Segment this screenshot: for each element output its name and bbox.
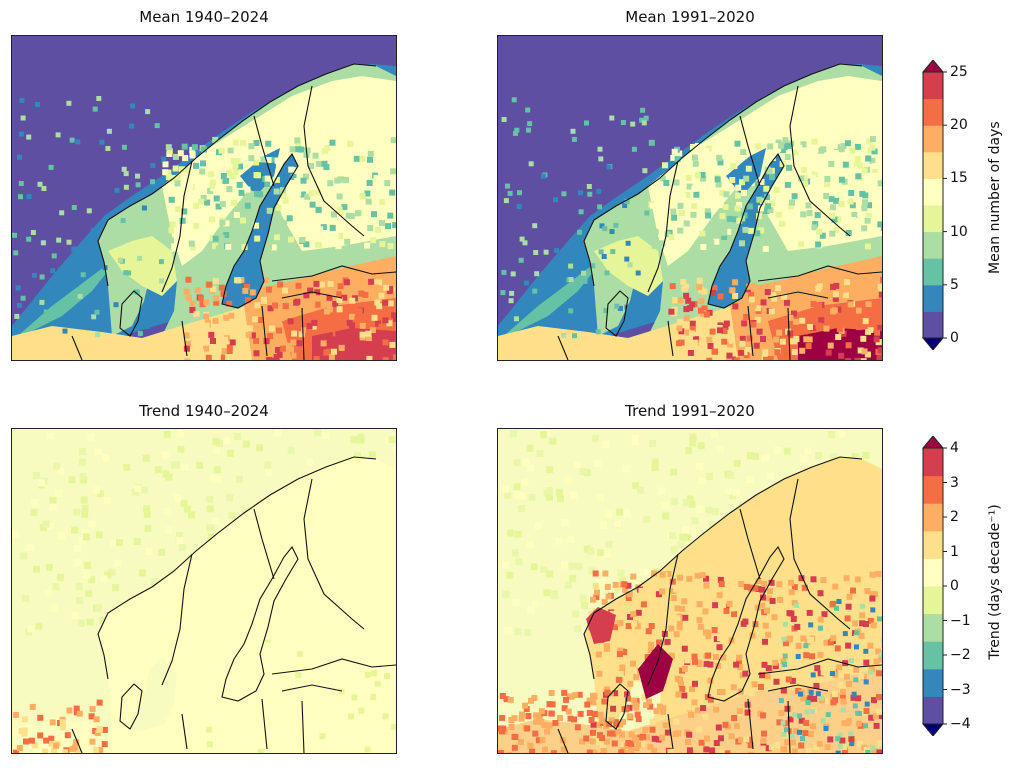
- colorbar-segment: [923, 503, 943, 532]
- colorbar-mean: [918, 59, 948, 351]
- colorbar-tick-label: 0: [950, 578, 959, 594]
- colorbar-trend-label: Trend (days decade⁻¹): [987, 504, 1003, 660]
- colorbar-segment: [923, 558, 943, 587]
- country-borders: [71, 63, 396, 360]
- panel-title-trend-1991-2020: Trend 1991–2020: [625, 402, 755, 420]
- colorbar-tick-label: 20: [950, 117, 968, 134]
- colorbar-segment: [923, 178, 943, 206]
- panel-title-trend-1940-2024: Trend 1940–2024: [139, 402, 269, 420]
- country-borders: [71, 456, 396, 753]
- trend-hotspot-sweden: [638, 644, 673, 699]
- colorbar-tick-label: −2: [950, 647, 971, 663]
- grid-cell-patches: [163, 635, 396, 753]
- colorbar-segment: [923, 125, 943, 153]
- colorbar-tick-label: 2: [950, 509, 959, 525]
- shelf-sea: [12, 246, 132, 341]
- grid-cell-patches: [12, 96, 166, 338]
- colorbar-tick-label: −1: [950, 612, 971, 629]
- gulf-of-bothnia: [726, 148, 766, 196]
- country-borders: [557, 456, 882, 753]
- grid-cell-patches: [183, 276, 396, 360]
- map-mean-1940-2024: [11, 35, 397, 361]
- panel-title-mean-1991-2020: Mean 1991–2020: [625, 8, 755, 26]
- colorbar-segment: [923, 641, 943, 670]
- land-scandinavia: [584, 457, 882, 753]
- grid-cell-patches: [500, 97, 651, 339]
- colorbar-segment: [923, 613, 943, 642]
- map-trend-1991-2020: [497, 428, 883, 754]
- panel-title-mean-1940-2024: Mean 1940–2024: [139, 8, 269, 26]
- colorbar-tick-label: 1: [950, 543, 959, 560]
- colorbar-tick-label: −3: [950, 681, 971, 698]
- colorbar-segment: [923, 205, 943, 233]
- country-borders: [557, 63, 882, 360]
- colorbar-tick-label: 0: [950, 330, 959, 346]
- colorbar-tick-label: 10: [950, 223, 968, 240]
- map-mean-1991-2020: [497, 35, 883, 361]
- grid-cell-patches: [648, 136, 882, 252]
- grid-cell-patches: [12, 699, 108, 753]
- colorbar-segment: [923, 231, 943, 259]
- colorbar-tick-label: 15: [950, 170, 968, 187]
- colorbar-segment: [923, 311, 943, 339]
- colorbar-segment: [923, 696, 943, 725]
- colorbar-segment: [923, 98, 943, 126]
- colorbar-trend: [918, 435, 948, 737]
- shelf-sea: [498, 246, 618, 341]
- land-scandinavia: [98, 457, 396, 753]
- colorbar-mean-label: Mean number of days: [987, 121, 1003, 274]
- trend-hotspot-norway: [586, 607, 616, 644]
- colorbar-segment: [923, 448, 943, 477]
- colorbar-over-triangle: [921, 59, 945, 73]
- colorbar-under-triangle: [921, 337, 945, 351]
- colorbar-under-triangle: [921, 723, 945, 737]
- colorbar-segment: [923, 284, 943, 312]
- grid-cell-patches: [668, 276, 882, 360]
- grid-cell-patches: [778, 599, 882, 753]
- colorbar-segment: [923, 72, 943, 100]
- colorbar-segment: [923, 586, 943, 615]
- colorbar-segment: [923, 530, 943, 559]
- colorbar-segment: [923, 475, 943, 504]
- colorbar-segment: [923, 668, 943, 697]
- colorbar-tick-label: 25: [950, 64, 968, 80]
- colorbar-tick-label: 3: [950, 474, 959, 491]
- colorbar-segment: [923, 258, 943, 286]
- colorbar-tick-label: 5: [950, 276, 959, 293]
- colorbar-over-triangle: [921, 435, 945, 449]
- grid-cell-patches: [498, 689, 644, 753]
- map-trend-1940-2024: [11, 428, 397, 754]
- grid-cell-patches: [162, 136, 396, 252]
- colorbar-segment: [923, 151, 943, 179]
- colorbar-tick-label: 4: [950, 440, 959, 456]
- land-continent: [12, 667, 396, 753]
- colorbar-tick-label: −4: [950, 716, 971, 732]
